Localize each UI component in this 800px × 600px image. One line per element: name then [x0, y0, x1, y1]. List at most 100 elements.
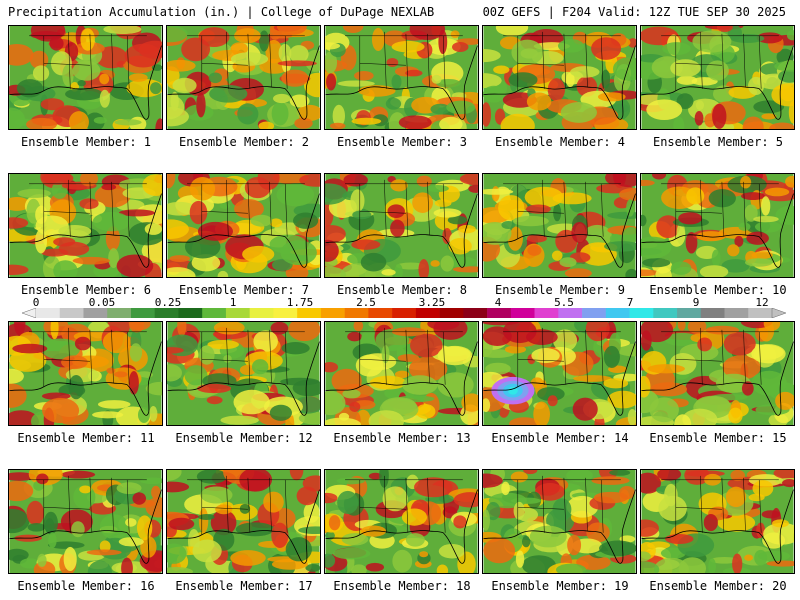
ensemble-member-map: [324, 469, 479, 574]
colorbar-swatch: [439, 308, 464, 318]
ensemble-member-label: Ensemble Member: 8: [336, 283, 468, 297]
ensemble-member-map: [324, 321, 479, 426]
ensemble-member-map: [482, 173, 637, 278]
colorbar: [22, 308, 786, 318]
precip-field: [8, 173, 163, 278]
colorbar-tick-label: 12: [755, 296, 769, 309]
ensemble-member-label: Ensemble Member: 10: [649, 283, 787, 297]
ensemble-member-map: [166, 321, 321, 426]
colorbar-swatch: [249, 308, 274, 318]
ensemble-member-map: [482, 25, 637, 130]
colorbar-swatch: [629, 308, 654, 318]
ensemble-member-map: [482, 469, 637, 574]
precip-field: [8, 469, 163, 574]
ensemble-member-map: [8, 321, 163, 426]
colorbar-tick-label: 5.5: [554, 296, 574, 309]
precip-field: [640, 173, 795, 278]
colorbar-tick-label: 2.5: [356, 296, 376, 309]
ensemble-member-map: [8, 25, 163, 130]
precip-field: [166, 321, 321, 426]
colorbar-swatch: [368, 308, 393, 318]
colorbar-swatch: [320, 308, 345, 318]
ensemble-member-label: Ensemble Member: 7: [178, 283, 310, 297]
colorbar-swatch: [36, 308, 61, 318]
colorbar-swatch: [534, 308, 559, 318]
colorbar-tick-label: 1: [229, 296, 237, 309]
colorbar-swatch: [344, 308, 369, 318]
ensemble-member-map: [482, 321, 637, 426]
colorbar-swatch: [392, 308, 417, 318]
colorbar-swatch: [582, 308, 607, 318]
colorbar-tick-label: 0.05: [88, 296, 116, 309]
colorbar-swatch: [605, 308, 630, 318]
ensemble-member-label: Ensemble Member: 18: [333, 579, 471, 593]
precip-field: [482, 469, 637, 574]
map-title: Precipitation Accumulation (in.) | Colle…: [8, 5, 435, 19]
precip-field: [482, 25, 637, 130]
ensemble-member-map: [166, 173, 321, 278]
colorbar-tick-label: 3.25: [418, 296, 446, 309]
colorbar-swatch: [748, 308, 773, 318]
ensemble-member-label: Ensemble Member: 20: [649, 579, 787, 593]
colorbar-swatch: [202, 308, 227, 318]
arrow-right-icon: [771, 308, 786, 318]
ensemble-member-label: Ensemble Member: 16: [17, 579, 155, 593]
colorbar-swatch: [510, 308, 535, 318]
colorbar-tick-label: 0: [32, 296, 40, 309]
colorbar-swatch: [83, 308, 108, 318]
ensemble-member-map: [640, 469, 795, 574]
ensemble-member-map: [166, 469, 321, 574]
ensemble-member-map: [8, 469, 163, 574]
ensemble-member-map: [324, 25, 479, 130]
ensemble-member-label: Ensemble Member: 2: [178, 135, 310, 149]
precip-field: [324, 173, 479, 278]
ensemble-member-label: Ensemble Member: 9: [494, 283, 626, 297]
precip-field: [166, 25, 321, 130]
ensemble-member-label: Ensemble Member: 15: [649, 431, 787, 445]
colorbar-swatch: [415, 308, 440, 318]
ensemble-member-label: Ensemble Member: 1: [20, 135, 152, 149]
precip-field: [640, 321, 795, 426]
colorbar-tick-label: 9: [692, 296, 700, 309]
precip-field: [166, 469, 321, 574]
colorbar-swatch: [130, 308, 156, 318]
ensemble-member-label: Ensemble Member: 14: [491, 431, 629, 445]
colorbar-swatch: [700, 308, 725, 318]
colorbar-swatch: [463, 308, 488, 318]
precip-field: [324, 469, 479, 574]
ensemble-member-label: Ensemble Member: 5: [652, 135, 784, 149]
colorbar-tick-label: 4: [494, 296, 502, 309]
precip-field: [640, 469, 795, 574]
model-run-info: 00Z GEFS | F204 Valid: 12Z TUE SEP 30 20…: [482, 5, 786, 19]
ensemble-member-label: Ensemble Member: 3: [336, 135, 468, 149]
colorbar-swatch: [677, 308, 702, 318]
ensemble-member-label: Ensemble Member: 12: [175, 431, 313, 445]
precip-field: [324, 321, 479, 426]
ensemble-member-map: [640, 321, 795, 426]
colorbar-tick-label: 0.25: [154, 296, 182, 309]
colorbar-swatch: [487, 308, 512, 318]
colorbar-swatch: [297, 308, 322, 318]
ensemble-member-label: Ensemble Member: 6: [20, 283, 152, 297]
colorbar-swatch: [724, 308, 749, 318]
precip-field: [640, 25, 795, 130]
colorbar-swatch: [653, 308, 678, 318]
ensemble-member-map: [640, 25, 795, 130]
ensemble-member-map: [166, 25, 321, 130]
precip-field: [8, 321, 163, 426]
ensemble-member-map: [640, 173, 795, 278]
colorbar-swatch: [558, 308, 583, 318]
colorbar-tick-label: 1.75: [286, 296, 314, 309]
precip-field: [166, 173, 321, 278]
colorbar-swatch: [225, 308, 250, 318]
precip-field: [8, 25, 163, 130]
colorbar-swatch: [107, 308, 132, 318]
colorbar-swatch: [59, 308, 84, 318]
precip-field: [324, 25, 479, 130]
ensemble-member-map: [324, 173, 479, 278]
ensemble-member-label: Ensemble Member: 17: [175, 579, 313, 593]
colorbar-swatch: [178, 308, 203, 318]
colorbar-swatch: [154, 308, 179, 318]
ensemble-member-label: Ensemble Member: 19: [491, 579, 629, 593]
ensemble-member-label: Ensemble Member: 13: [333, 431, 471, 445]
